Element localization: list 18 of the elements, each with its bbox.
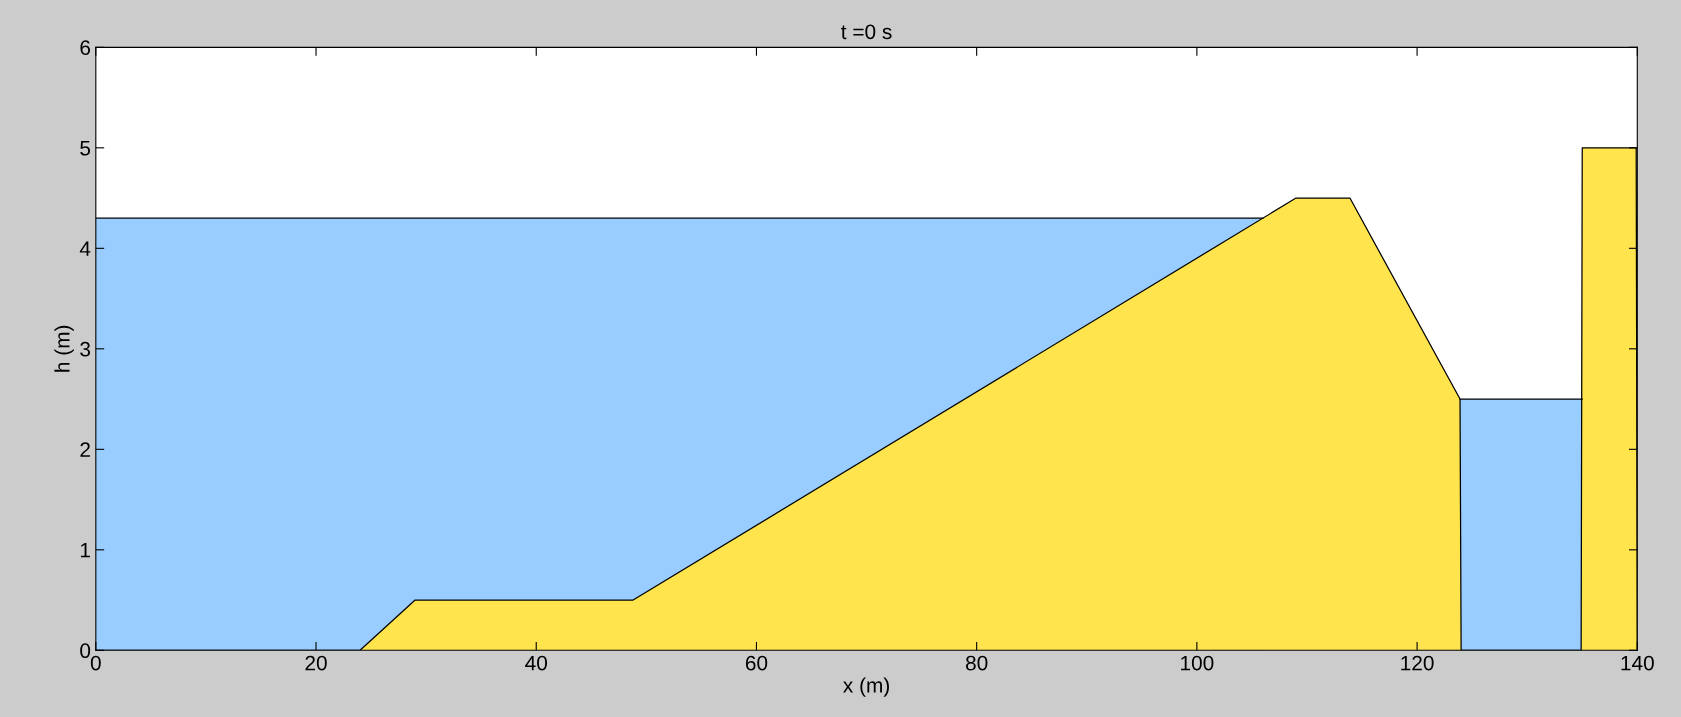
y-tick-label: 0 (80, 643, 91, 659)
y-tick-label: 2 (80, 442, 90, 457)
y-tick-label: 5 (80, 141, 91, 156)
x-tick-label: 0 (90, 655, 101, 671)
x-tick-label: 40 (525, 655, 548, 671)
x-tick-label: 20 (305, 655, 327, 671)
y-tick-label: 6 (80, 40, 91, 56)
y-tick-label: 1 (80, 543, 90, 558)
y-tick-label: 3 (80, 341, 91, 357)
y-axis-title: h (m) (54, 325, 74, 372)
y-tick-label: 4 (79, 241, 91, 256)
x-tick-label: 120 (1401, 655, 1434, 671)
x-tick-label: 80 (965, 655, 988, 671)
x-axis-title: x (m) (843, 677, 889, 697)
chart-title: t =0 s (841, 24, 892, 40)
x-tick-label: 140 (1621, 655, 1654, 671)
x-tick-label: 100 (1181, 655, 1214, 671)
x-tick-label: 60 (745, 655, 768, 671)
